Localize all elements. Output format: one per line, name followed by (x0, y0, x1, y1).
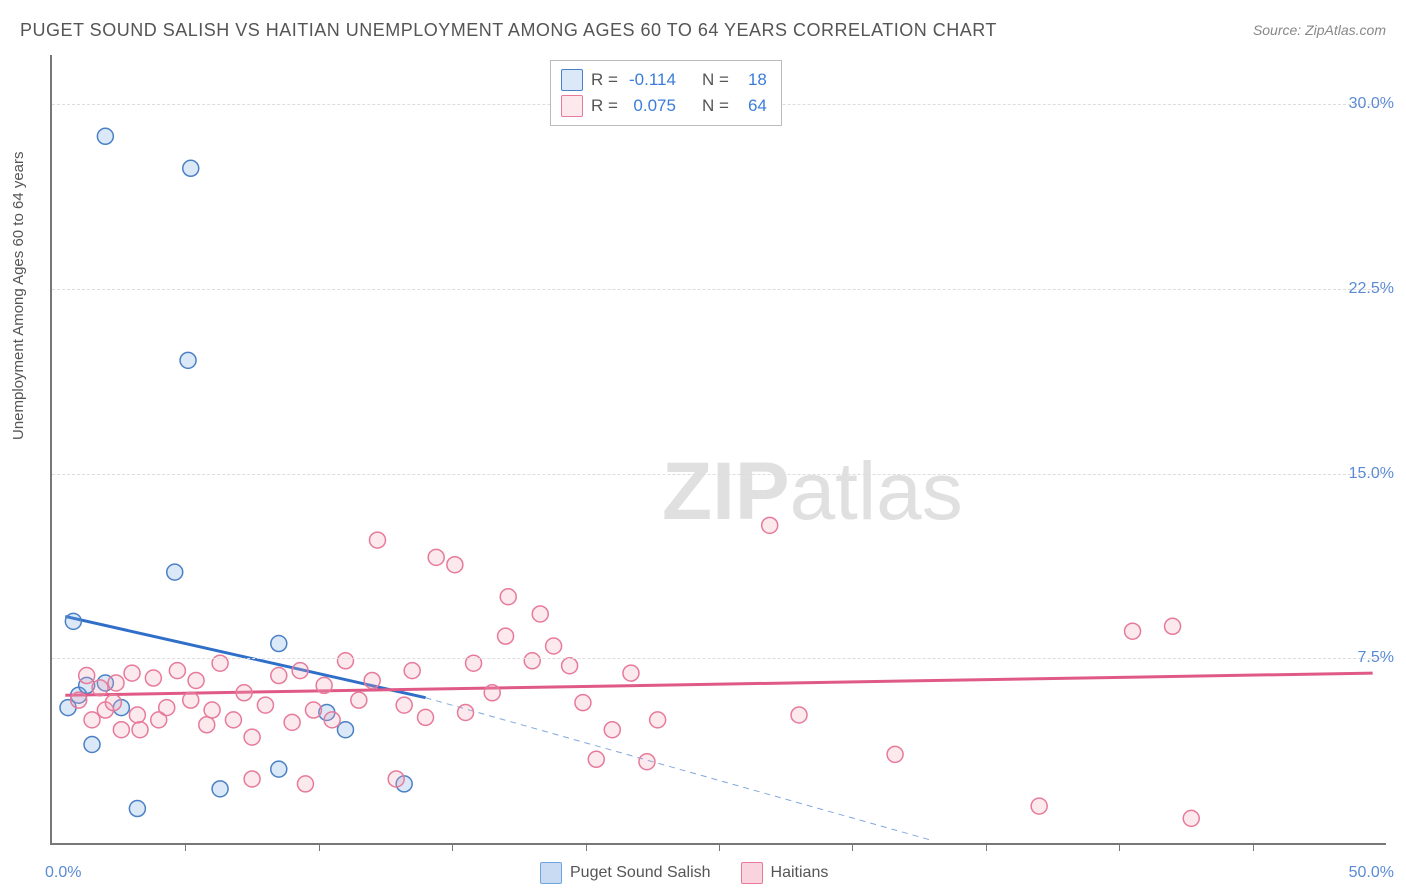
n-label: N = (702, 67, 729, 93)
legend-label: Haitians (771, 864, 829, 882)
r-label: R = (591, 67, 618, 93)
legend-swatch (561, 69, 583, 91)
chart-svg (52, 55, 1386, 843)
y-tick-label: 22.5% (1349, 280, 1394, 298)
legend-swatch (561, 95, 583, 117)
stats-legend-row: R = 0.075 N = 64 (561, 93, 767, 119)
x-tick (719, 843, 720, 851)
legend-item: Puget Sound Salish (540, 862, 711, 884)
n-value: 64 (737, 93, 767, 119)
x-tick-label: 50.0% (1349, 864, 1394, 882)
chart-title: PUGET SOUND SALISH VS HAITIAN UNEMPLOYME… (20, 20, 997, 41)
gridline (52, 474, 1386, 475)
r-label: R = (591, 93, 618, 119)
plot-area: ZIPatlas (50, 55, 1386, 845)
n-label: N = (702, 93, 729, 119)
r-value: 0.075 (626, 93, 676, 119)
y-tick-label: 15.0% (1349, 465, 1394, 483)
x-tick (185, 843, 186, 851)
x-tick-label: 0.0% (45, 864, 81, 882)
x-tick (319, 843, 320, 851)
y-axis-label: Unemployment Among Ages 60 to 64 years (10, 151, 27, 440)
stats-legend-row: R = -0.114 N = 18 (561, 67, 767, 93)
series-legend: Puget Sound Salish Haitians (540, 862, 828, 884)
x-tick (1119, 843, 1120, 851)
y-tick-label: 7.5% (1358, 649, 1394, 667)
stats-legend: R = -0.114 N = 18 R = 0.075 N = 64 (550, 60, 782, 126)
source-attribution: Source: ZipAtlas.com (1253, 22, 1386, 38)
gridline (52, 658, 1386, 659)
x-tick (852, 843, 853, 851)
x-tick (986, 843, 987, 851)
x-tick (586, 843, 587, 851)
x-tick (452, 843, 453, 851)
legend-swatch (741, 862, 763, 884)
x-tick (1253, 843, 1254, 851)
y-tick-label: 30.0% (1349, 95, 1394, 113)
legend-label: Puget Sound Salish (570, 864, 711, 882)
legend-item: Haitians (741, 862, 829, 884)
r-value: -0.114 (626, 67, 676, 93)
n-value: 18 (737, 67, 767, 93)
legend-swatch (540, 862, 562, 884)
gridline (52, 289, 1386, 290)
chart-container: PUGET SOUND SALISH VS HAITIAN UNEMPLOYME… (0, 0, 1406, 892)
